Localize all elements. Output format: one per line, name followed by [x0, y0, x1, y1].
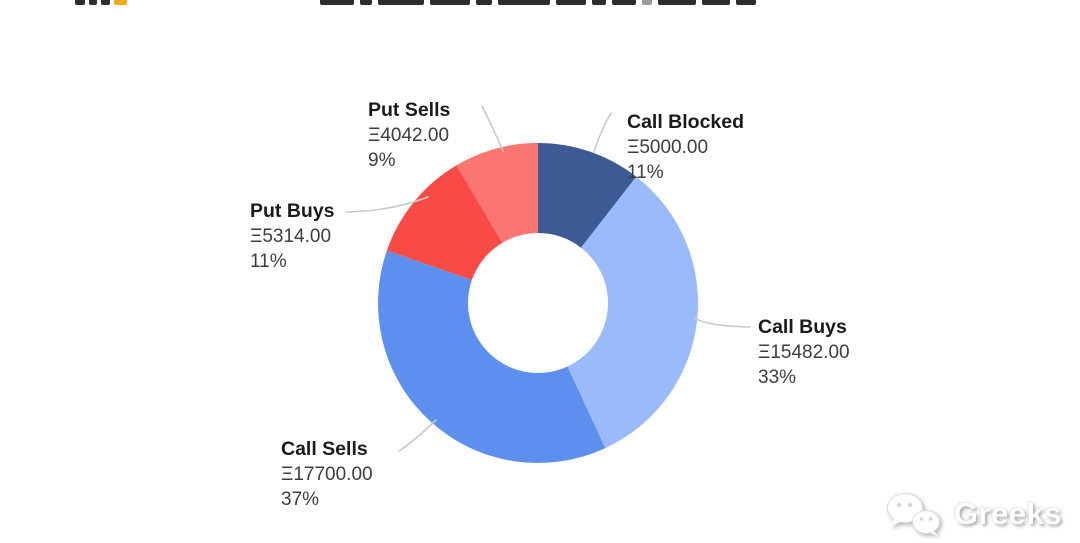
slice-name: Call Buys — [758, 316, 847, 338]
slice-value: Ξ15482.00 — [758, 342, 850, 363]
slice-percent: 9% — [368, 150, 396, 171]
slice-percent: 11% — [250, 251, 287, 272]
slice-name: Call Sells — [281, 438, 368, 460]
logo-orange-dot — [114, 0, 127, 5]
pie-slice-put-buys[interactable] — [386, 165, 503, 281]
leader-put-sells — [481, 105, 504, 152]
slice-value: Ξ17700.00 — [281, 464, 373, 485]
slice-name: Call Blocked — [627, 111, 745, 133]
slice-percent: 37% — [281, 489, 320, 510]
slice-value: Ξ5314.00 — [250, 226, 332, 247]
pie-slice-call-buys[interactable] — [567, 176, 699, 449]
leader-call-buys — [694, 317, 751, 328]
pie-slice-call-blocked[interactable] — [538, 143, 637, 248]
slice-percent: 33% — [758, 367, 797, 388]
cropped-logo-fragment — [75, 0, 127, 5]
leader-call-blocked — [593, 112, 612, 153]
slice-label-call-buys: Call Buys Ξ15482.00 33% — [758, 315, 850, 390]
slice-label-put-buys: Put Buys Ξ5314.00 11% — [250, 199, 335, 274]
pie-slice-put-sells[interactable] — [456, 143, 538, 243]
slice-label-call-sells: Call Sells Ξ17700.00 37% — [281, 437, 373, 512]
slice-label-put-sells: Put Sells Ξ4042.00 9% — [368, 98, 450, 173]
slice-label-call-blocked: Call Blocked Ξ5000.00 11% — [627, 110, 744, 185]
slice-name: Put Sells — [368, 99, 451, 121]
wechat-icon — [886, 493, 940, 536]
leader-put-buys — [345, 196, 429, 213]
pie-slice-call-sells[interactable] — [377, 250, 606, 464]
slice-name: Put Buys — [250, 200, 335, 222]
slice-value: Ξ5000.00 — [627, 137, 709, 158]
leader-call-sells — [398, 419, 437, 452]
watermark-label: Greeks — [953, 496, 1062, 531]
slice-percent: 11% — [627, 162, 664, 183]
watermark: Greeks — [882, 491, 1062, 537]
cropped-page-title-fragments — [320, 0, 756, 5]
slice-value: Ξ4042.00 — [368, 125, 450, 146]
